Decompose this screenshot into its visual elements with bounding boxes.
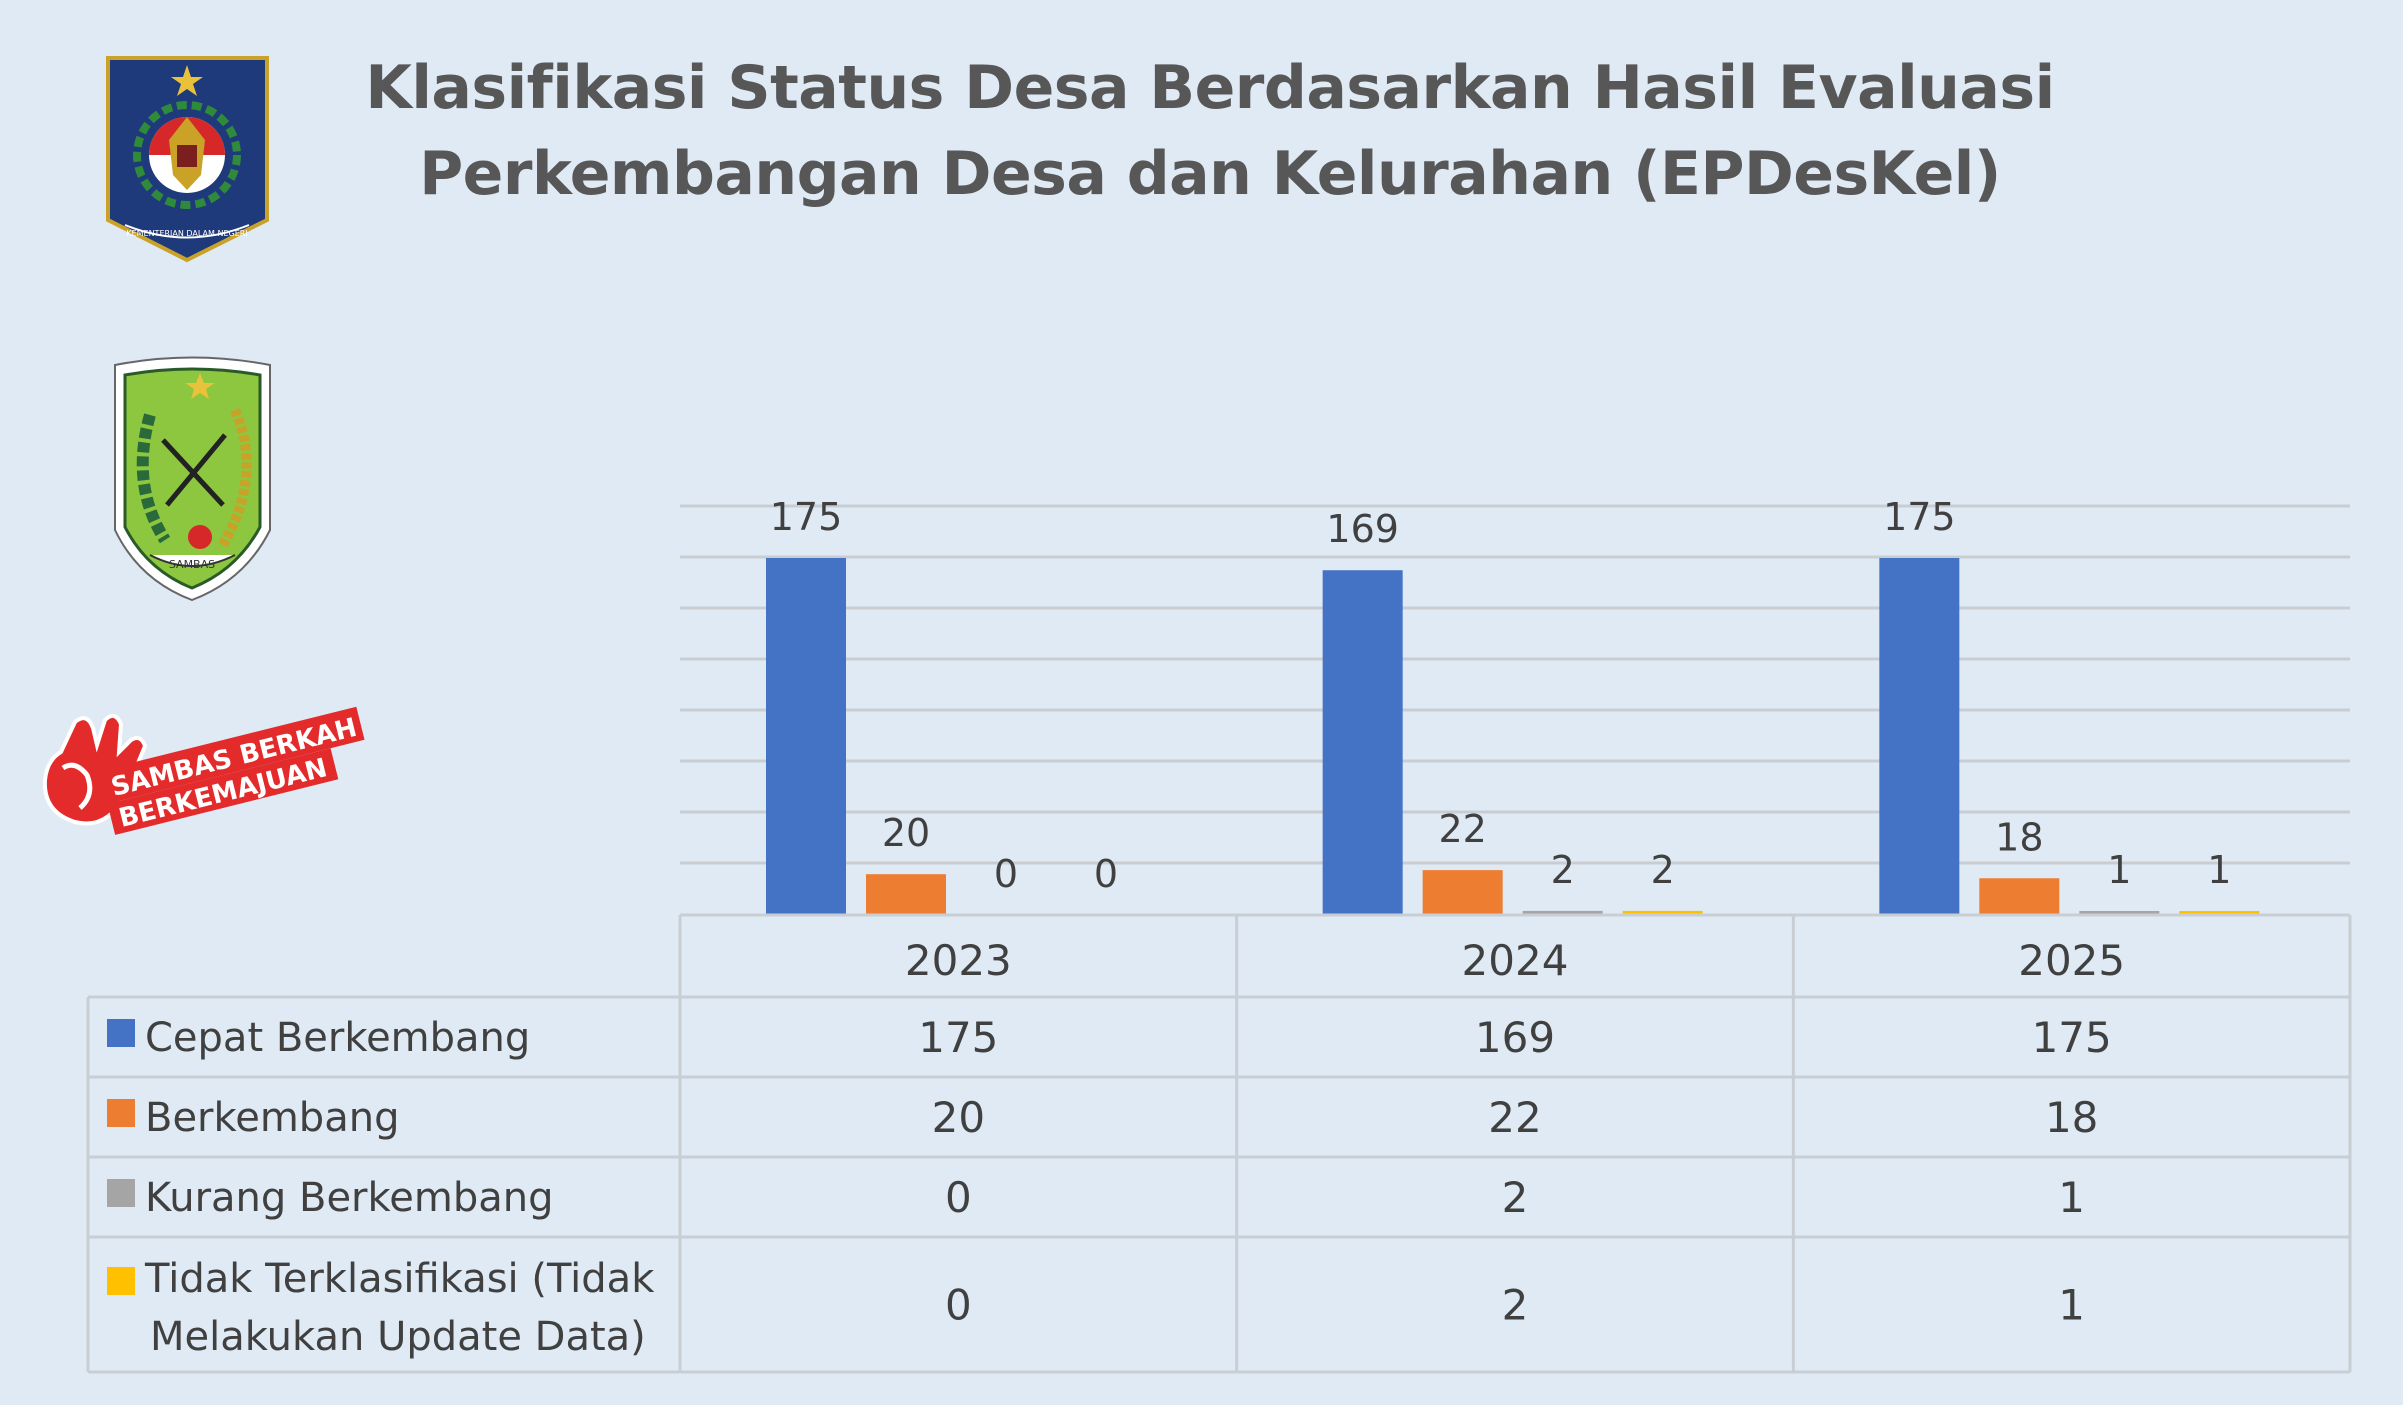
bar (1522, 910, 1603, 915)
table-cell-value: 169 (1475, 1013, 1555, 1062)
bar (1622, 910, 1703, 915)
series-label: Melakukan Update Data) (150, 1314, 646, 1360)
bar-data-label: 20 (882, 811, 930, 855)
chart-gridlines (680, 504, 2350, 865)
bar (1422, 870, 1503, 915)
bar (1879, 558, 1960, 915)
series-label: Cepat Berkembang (145, 1015, 530, 1061)
bar-data-label: 22 (1438, 807, 1486, 851)
table-cell-value: 20 (932, 1093, 985, 1142)
legend-key (107, 1099, 135, 1127)
bar (1979, 878, 2060, 915)
chart-title: Klasifikasi Status Desa Berdasarkan Hasi… (340, 45, 2080, 217)
chart-title-line-1: Klasifikasi Status Desa Berdasarkan Hasi… (365, 53, 2055, 123)
legend-key (107, 1019, 135, 1047)
series-label: Berkembang (145, 1095, 399, 1141)
bar-data-label: 169 (1326, 507, 1399, 551)
bar-data-label: 1 (2207, 848, 2231, 892)
series-label: Kurang Berkembang (145, 1175, 553, 1221)
table-cell-value: 2 (1502, 1173, 1529, 1222)
sambas-berkah-logo: SAMBAS BERKAH BERKEMAJUAN (42, 706, 365, 835)
legend-key (107, 1179, 135, 1207)
bar-data-label: 0 (994, 852, 1018, 896)
kemendagri-logo-text: KEMENTERIAN DALAM NEGERI (126, 229, 247, 238)
legend-key (107, 1267, 135, 1295)
table-cell-value: 175 (2032, 1013, 2112, 1062)
category-label: 2025 (2018, 936, 2125, 985)
table-cell-value: 22 (1488, 1093, 1541, 1142)
category-label: 2023 (905, 936, 1012, 985)
bar-data-label: 2 (1651, 848, 1675, 892)
table-cell-value: 1 (2058, 1173, 2085, 1222)
bar-data-label: 18 (1995, 815, 2043, 859)
chart-bars (766, 558, 2260, 915)
kemendagri-logo: KEMENTERIAN DALAM NEGERI (106, 56, 269, 263)
bar (2179, 911, 2260, 915)
table-cell-value: 0 (945, 1281, 972, 1330)
category-label: 2024 (1462, 936, 1569, 985)
data-table: 2023 2024 2025 Cepat Berkembang 175 169 175 Ber… (86, 913, 2352, 1374)
bar (766, 558, 846, 915)
bar-data-label: 175 (770, 495, 843, 539)
bar (2079, 911, 2160, 915)
table-cell-value: 1 (2058, 1281, 2085, 1330)
bar (866, 874, 946, 915)
table-cell-value: 2 (1502, 1281, 1529, 1330)
bar-data-label: 0 (1094, 852, 1118, 896)
bar-data-label: 175 (1883, 495, 1956, 539)
bar (1322, 570, 1403, 915)
bar-data-label: 1 (2107, 848, 2131, 892)
table-cell-value: 0 (945, 1173, 972, 1222)
sambas-logo-text: SAMBAS (169, 558, 215, 571)
bar-data-label: 2 (1551, 848, 1575, 892)
table-cell-value: 18 (2045, 1093, 2098, 1142)
sambas-logo: SAMBAS (114, 356, 271, 602)
table-cell-value: 175 (918, 1013, 998, 1062)
chart-title-line-2: Perkembangan Desa dan Kelurahan (EPDesKe… (419, 139, 2001, 209)
series-label: Tidak Terklasifikasi (Tidak (144, 1256, 655, 1302)
